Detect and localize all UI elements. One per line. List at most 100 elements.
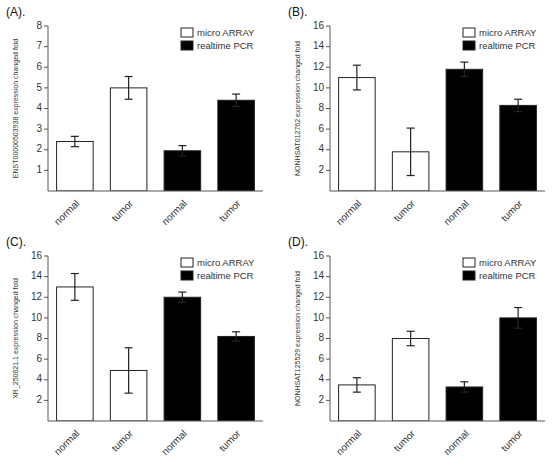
error-cap: [407, 127, 415, 128]
bar: [218, 100, 255, 191]
legend: micro ARRAYrealtime PCR: [463, 257, 537, 281]
y-tick-label: 16: [31, 250, 43, 261]
y-tick: [44, 129, 48, 130]
x-tick-label: normal: [52, 428, 81, 457]
y-tick-label: 2: [36, 394, 42, 405]
error-bar: [74, 274, 75, 301]
legend: micro ARRAYrealtime PCR: [181, 257, 255, 281]
error-cap: [125, 347, 133, 348]
y-tick: [44, 46, 48, 47]
error-cap: [178, 145, 186, 146]
error-cap: [71, 146, 79, 147]
y-tick: [44, 379, 48, 380]
legend-label: micro ARRAY: [479, 27, 537, 38]
error-cap: [514, 111, 522, 112]
error-bar: [410, 128, 411, 175]
y-tick-label: 4: [318, 143, 324, 154]
y-tick: [44, 170, 48, 171]
error-cap: [353, 65, 361, 66]
legend-label: realtime PCR: [479, 270, 536, 281]
y-tick: [326, 379, 330, 380]
legend-label: realtime PCR: [197, 40, 254, 51]
legend-label: realtime PCR: [479, 40, 536, 51]
error-cap: [460, 76, 468, 77]
bar: [446, 387, 483, 421]
error-cap: [71, 273, 79, 274]
legend-swatch: [463, 258, 475, 267]
error-bar: [518, 308, 519, 329]
error-bar: [74, 136, 75, 146]
x-tick-label: tumor: [499, 427, 525, 453]
x-tick-label: tumor: [109, 427, 135, 453]
legend: micro ARRAYrealtime PCR: [181, 27, 255, 51]
y-axis-label: NONHSAT125529 expression changed fold: [294, 271, 302, 406]
error-cap: [232, 93, 240, 94]
error-cap: [71, 136, 79, 137]
error-bar: [356, 378, 357, 392]
marks: [57, 77, 255, 191]
y-tick-label: 16: [313, 250, 325, 261]
error-bar: [464, 62, 465, 76]
x-axis: [330, 421, 545, 422]
legend-swatch: [181, 41, 193, 50]
error-cap: [407, 345, 415, 346]
y-axis-label: NONHSAT012762 expression changed fold: [294, 41, 302, 176]
x-tick-label: tumor: [391, 427, 417, 453]
y-tick: [44, 108, 48, 109]
x-tick-label: normal: [159, 428, 188, 457]
x-tick-label: normal: [441, 428, 470, 457]
y-tick-label: 6: [318, 353, 324, 364]
error-cap: [125, 76, 133, 77]
error-cap: [460, 392, 468, 393]
x-tick-label: tumor: [109, 197, 135, 223]
y-tick: [326, 276, 330, 277]
y-tick-label: 5: [36, 82, 42, 93]
bar: [392, 339, 429, 422]
error-cap: [460, 381, 468, 382]
x-axis: [330, 191, 545, 192]
y-tick: [326, 129, 330, 130]
x-tick-label: normal: [334, 428, 363, 457]
y-tick: [44, 87, 48, 88]
y-tick-label: 12: [31, 291, 43, 302]
panel: 246810121416normaltumornormaltumorXR_250…: [6, 235, 263, 457]
error-bar: [236, 94, 237, 106]
y-tick: [326, 149, 330, 150]
y-tick-label: 6: [36, 61, 42, 72]
error-bar: [356, 65, 357, 90]
y-tick: [44, 256, 48, 257]
error-cap: [514, 307, 522, 308]
legend-swatch: [181, 28, 193, 37]
y-tick-label: 2: [318, 394, 324, 405]
error-cap: [125, 393, 133, 394]
y-tick-label: 8: [36, 332, 42, 343]
marks: [339, 62, 537, 191]
y-tick-label: 12: [313, 291, 325, 302]
legend-swatch: [181, 271, 193, 280]
y-tick: [326, 26, 330, 27]
x-tick-label: normal: [52, 198, 81, 227]
y-tick: [326, 297, 330, 298]
error-cap: [407, 331, 415, 332]
y-tick-label: 14: [313, 40, 325, 51]
y-tick-label: 1: [36, 164, 42, 175]
y-tick-label: 2: [36, 143, 42, 154]
legend: micro ARRAY realtime PCR: [463, 27, 537, 51]
y-tick: [326, 46, 330, 47]
y-tick-label: 2: [318, 164, 324, 175]
legend-swatch: [463, 28, 475, 37]
marks: [339, 308, 537, 421]
error-cap: [514, 99, 522, 100]
bar: [57, 142, 94, 192]
error-bar: [464, 382, 465, 392]
y-tick: [44, 338, 48, 339]
y-tick: [326, 256, 330, 257]
y-tick: [44, 400, 48, 401]
y-tick-label: 4: [318, 373, 324, 384]
y-tick-label: 7: [36, 40, 42, 51]
y-tick-label: 8: [36, 20, 42, 31]
y-tick-label: 4: [36, 373, 42, 384]
error-cap: [353, 377, 361, 378]
x-tick-label: tumor: [217, 197, 243, 223]
x-tick-label: tumor: [217, 427, 243, 453]
